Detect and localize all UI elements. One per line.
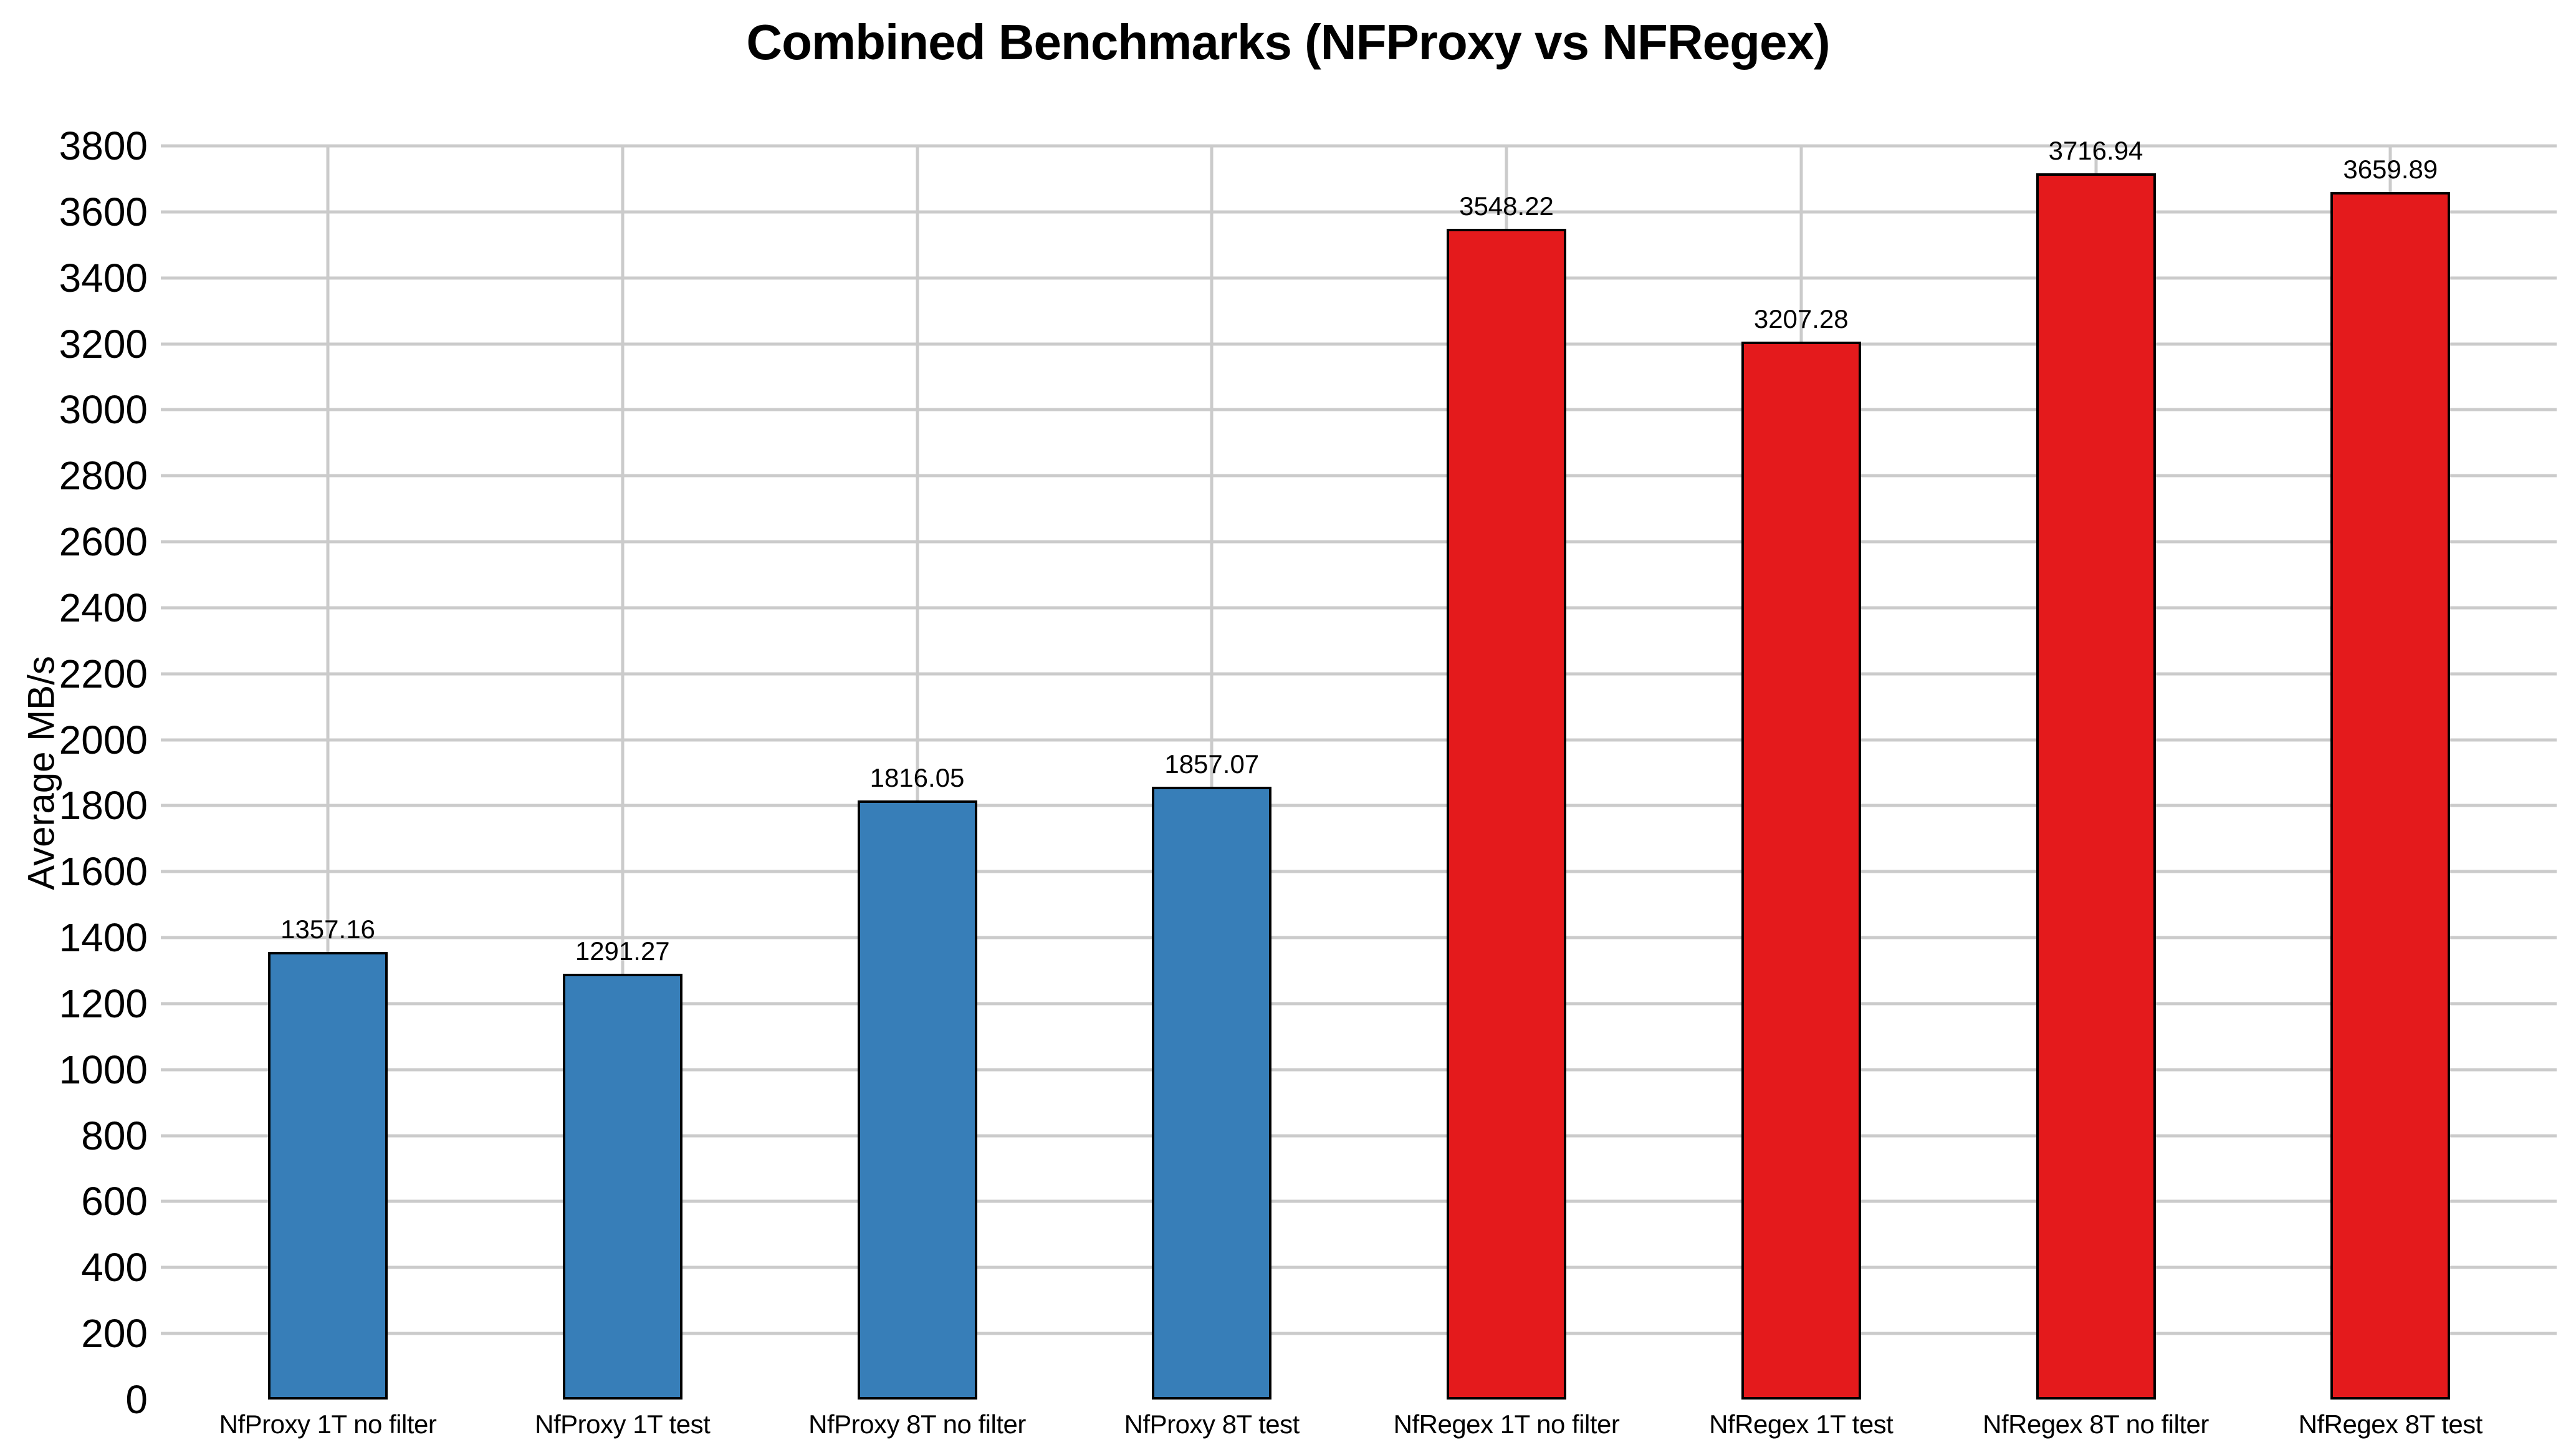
x-tick-label: NfRegex 8T no filter bbox=[1983, 1409, 2209, 1439]
x-tick-label: NfProxy 8T test bbox=[1124, 1409, 1300, 1439]
h-gridline bbox=[161, 1134, 2557, 1138]
h-gridline bbox=[161, 936, 2557, 939]
bar-value-label: 3659.89 bbox=[2343, 155, 2438, 185]
bar-value-label: 1857.07 bbox=[1164, 749, 1260, 779]
v-gridline bbox=[326, 146, 330, 1400]
y-tick-label: 3000 bbox=[59, 387, 148, 433]
bar bbox=[2036, 173, 2156, 1400]
h-gridline bbox=[161, 1068, 2557, 1072]
y-tick-label: 1200 bbox=[59, 981, 148, 1026]
y-tick-label: 400 bbox=[81, 1245, 148, 1290]
v-gridline bbox=[621, 146, 625, 1400]
y-tick-label: 1800 bbox=[59, 783, 148, 828]
x-tick-label: NfRegex 1T no filter bbox=[1393, 1409, 1620, 1439]
y-tick-label: 3200 bbox=[59, 321, 148, 367]
bar bbox=[268, 951, 388, 1400]
bar-value-label: 3548.22 bbox=[1459, 191, 1554, 221]
bar-value-label: 1816.05 bbox=[869, 762, 965, 792]
h-gridline bbox=[161, 342, 2557, 346]
bar bbox=[1152, 787, 1272, 1400]
x-tick-label: NfProxy 1T test bbox=[535, 1409, 711, 1439]
x-tick-label: NfProxy 8T no filter bbox=[808, 1409, 1026, 1439]
bar-value-label: 3207.28 bbox=[1753, 304, 1849, 334]
plot-area: 0 200 400 600 800 1000 1200 1400 1600 1800 2000 220… bbox=[59, 123, 2557, 1439]
h-gridline bbox=[161, 672, 2557, 676]
h-gridline bbox=[161, 276, 2557, 280]
h-gridline bbox=[161, 1265, 2557, 1269]
y-tick-label: 800 bbox=[81, 1113, 148, 1158]
h-gridline bbox=[161, 408, 2557, 411]
x-tick-label: NfRegex 8T test bbox=[2298, 1409, 2483, 1439]
h-gridline bbox=[161, 144, 2557, 148]
y-tick-label: 2200 bbox=[59, 651, 148, 696]
h-gridline bbox=[161, 1002, 2557, 1006]
y-tick-label: 2600 bbox=[59, 519, 148, 565]
y-tick-label: 200 bbox=[81, 1311, 148, 1357]
y-tick-label: 2400 bbox=[59, 585, 148, 630]
h-gridline bbox=[161, 606, 2557, 610]
y-tick-label: 0 bbox=[125, 1377, 148, 1422]
h-gridline bbox=[161, 210, 2557, 214]
x-tick-label: NfRegex 1T test bbox=[1709, 1409, 1894, 1439]
y-tick-label: 2800 bbox=[59, 453, 148, 499]
y-tick-label: 2000 bbox=[59, 717, 148, 762]
h-gridline bbox=[161, 474, 2557, 478]
h-gridline bbox=[161, 738, 2557, 742]
h-gridline bbox=[161, 1199, 2557, 1203]
y-tick-label: 600 bbox=[81, 1179, 148, 1224]
y-tick-label: 1000 bbox=[59, 1047, 148, 1092]
h-gridline bbox=[161, 870, 2557, 873]
h-gridline bbox=[161, 1332, 2557, 1335]
x-tick-label: NfProxy 1T no filter bbox=[219, 1409, 437, 1439]
bar-value-label: 1291.27 bbox=[575, 936, 670, 966]
h-gridline bbox=[161, 540, 2557, 544]
bar bbox=[562, 973, 682, 1400]
y-tick-label: 1600 bbox=[59, 849, 148, 895]
h-gridline bbox=[161, 804, 2557, 807]
bar bbox=[857, 800, 977, 1400]
y-tick-label: 3600 bbox=[59, 189, 148, 234]
bar-value-label: 3716.94 bbox=[2048, 135, 2143, 165]
y-tick-label: 3800 bbox=[59, 123, 148, 168]
y-tick-label: 1400 bbox=[59, 915, 148, 961]
y-tick-label: 3400 bbox=[59, 255, 148, 300]
chart-title: Combined Benchmarks (NFProxy vs NFRegex) bbox=[746, 14, 1830, 70]
v-gridline bbox=[916, 146, 919, 1400]
bar bbox=[2330, 192, 2451, 1400]
bar bbox=[1447, 229, 1566, 1400]
bar-value-label: 1357.16 bbox=[280, 914, 375, 944]
bar bbox=[1741, 341, 1861, 1400]
v-gridline bbox=[1210, 146, 1214, 1400]
y-axis-label: Average MB/s bbox=[20, 656, 62, 890]
